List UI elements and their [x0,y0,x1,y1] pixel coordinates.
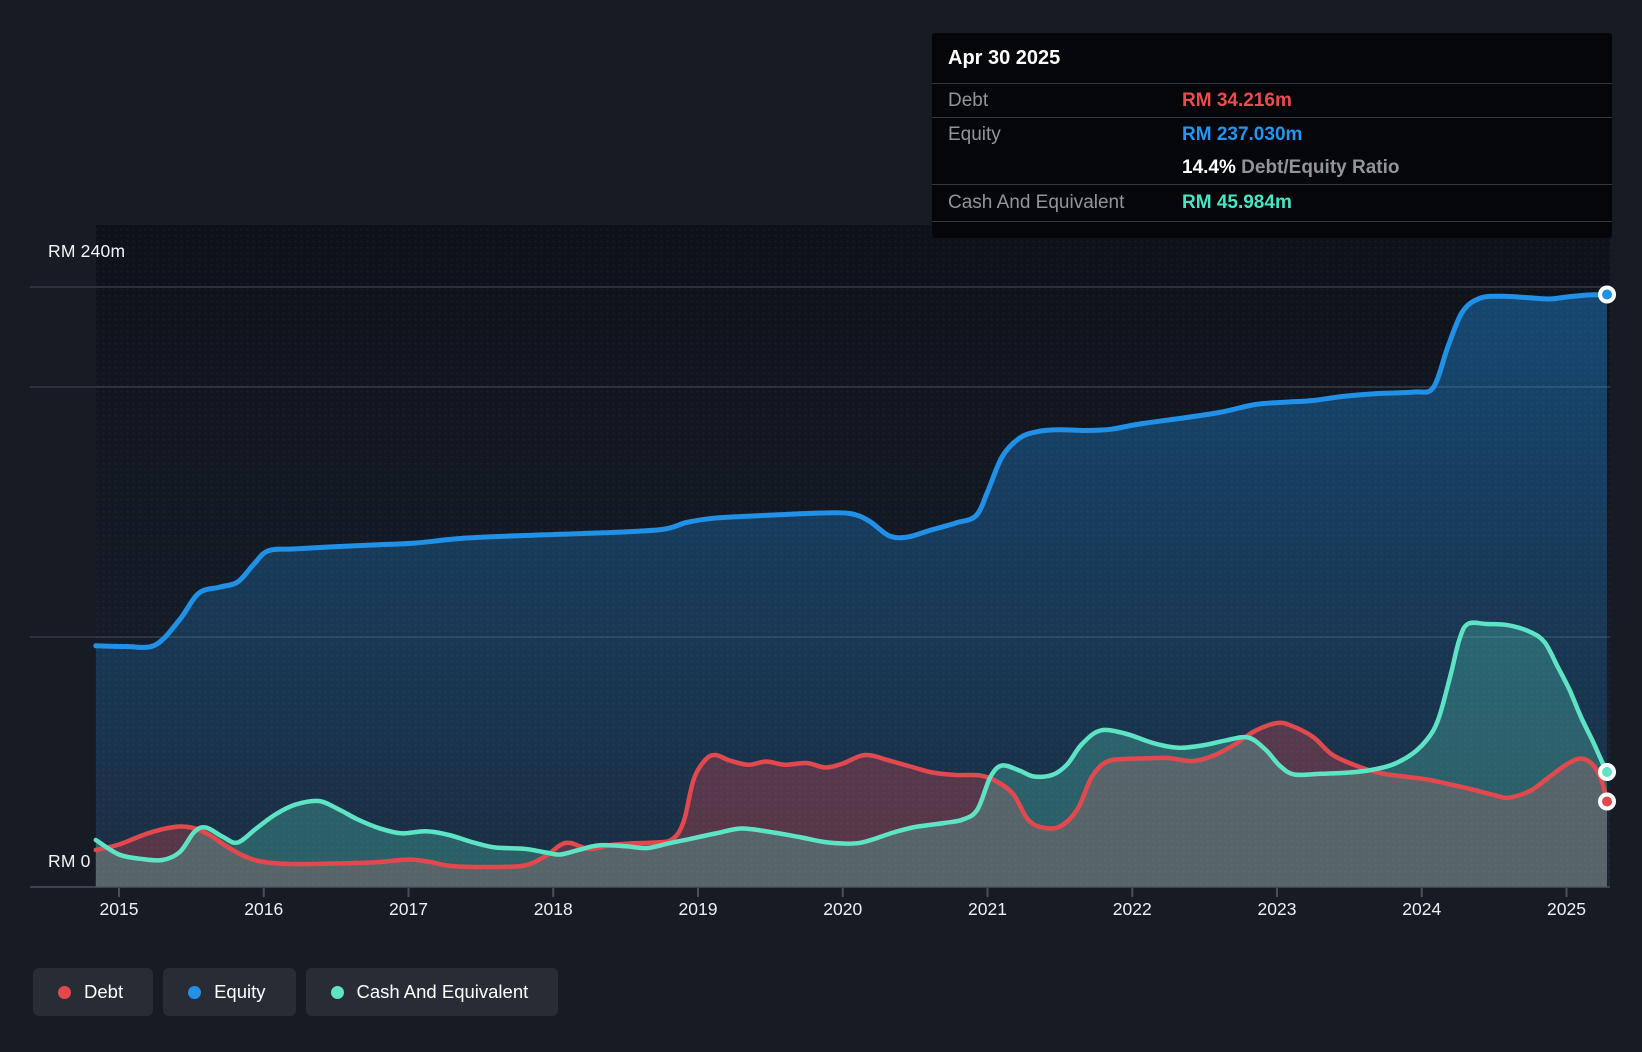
tooltip-equity-value: RM 237.030m [1182,124,1303,145]
tooltip-debt-label: Debt [948,89,989,111]
x-axis-label-2021: 2021 [968,899,1007,919]
x-axis-label-2024: 2024 [1402,899,1441,919]
legend-cash-label: Cash And Equivalent [356,981,529,1002]
x-axis-label-2017: 2017 [389,899,428,919]
debt-line [93,720,1610,870]
legend-equity-label: Equity [214,981,266,1002]
tooltip-ratio: 14.4% Debt/Equity Ratio [1182,157,1400,179]
plot-texture [96,225,1610,886]
tooltip-row-ratio: 14.4% Debt/Equity Ratio [932,152,1612,185]
tooltip-cash-label: Cash And Equivalent [948,192,1125,213]
chart-hover-area[interactable] [96,225,1610,887]
legend-debt-label: Debt [84,981,124,1002]
x-axis-label-2020: 2020 [823,899,862,919]
cash-and-equivalent-line [93,620,1610,863]
tooltip-debt-value: RM 34.216m [1182,89,1292,111]
tooltip-row-cash: Cash And Equivalent RM 45.984m [932,185,1612,222]
x-axis: 2015 2016 2017 2018 2019 2020 2021 2022 2023 2024… [100,888,1586,919]
equity-dot-icon [188,985,202,999]
x-axis-label-2022: 2022 [1113,899,1152,919]
debt-latest-marker [1598,792,1617,811]
equity-latest-marker [1598,285,1617,304]
x-axis-label-2019: 2019 [679,899,718,919]
x-axis-label-2015: 2015 [100,899,139,919]
equity-line [93,292,1610,650]
legend-button-equity[interactable]: Equity [163,968,296,1016]
tooltip-date: Apr 30 2025 [932,33,1612,84]
tooltip-row-equity: Equity RM 237.030m [932,118,1612,152]
series-lines [93,292,1610,870]
legend: Debt Equity Cash And Equivalent [33,968,559,1016]
tooltip-row-debt: Debt RM 34.216m [932,84,1612,118]
y-axis-label-max: RM 240m [48,241,126,261]
latest-point-markers [1598,285,1617,811]
cash-and-equivalent-latest-marker [1598,763,1617,781]
x-axis-label-2025: 2025 [1547,899,1586,919]
tooltip-ratio-percent: 14.4% [1182,157,1236,178]
debt-dot-icon [58,985,71,999]
tooltip-ratio-label: Debt/Equity Ratio [1241,157,1400,178]
x-axis-label-2016: 2016 [244,899,283,919]
cash-dot-icon [330,985,344,999]
legend-button-debt[interactable]: Debt [33,968,154,1016]
x-axis-label-2023: 2023 [1258,899,1297,919]
x-axis-label-2018: 2018 [534,899,573,919]
tooltip-cash-value: RM 45.984m [1182,192,1292,213]
legend-button-cash[interactable]: Cash And Equivalent [305,968,559,1016]
tooltip-equity-label: Equity [948,124,1001,145]
tooltip-panel: Apr 30 2025 Debt RM 34.216m Equity RM 23… [932,33,1612,238]
y-axis-label-zero: RM 0 [48,851,91,871]
